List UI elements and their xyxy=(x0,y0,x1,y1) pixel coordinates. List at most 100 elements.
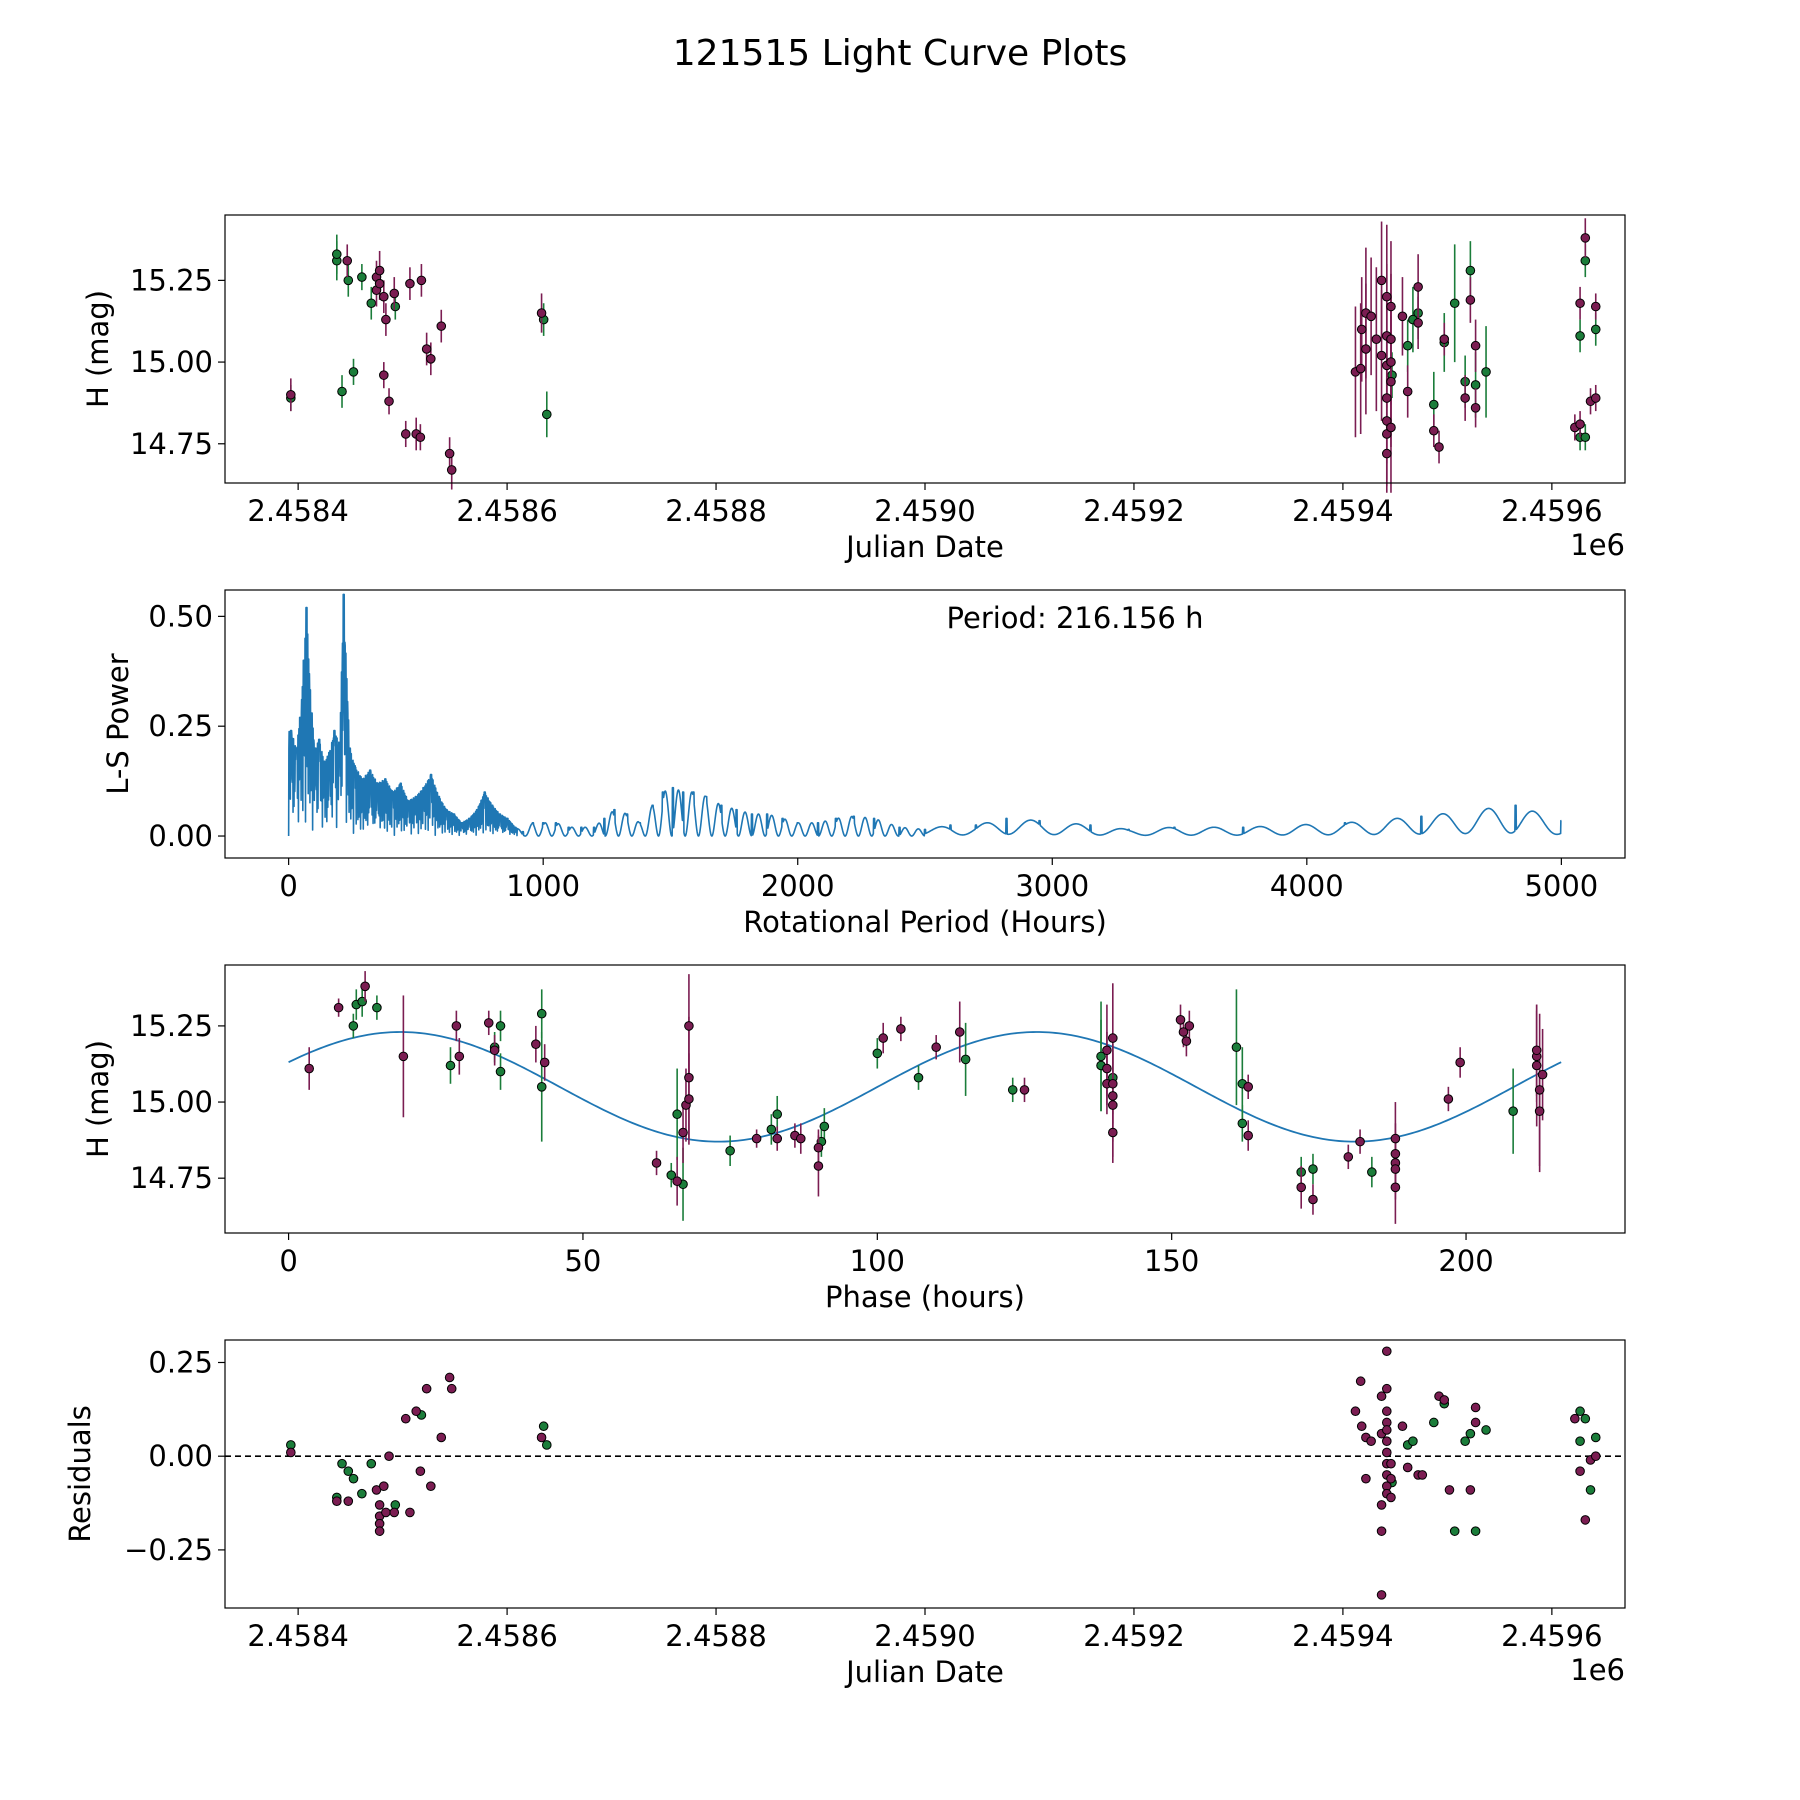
phase-point-purple xyxy=(1534,1106,1545,1116)
y-tick-label: 15.25 xyxy=(130,263,213,297)
residuals-y-label: Residuals xyxy=(63,1405,97,1543)
phase-point-purple xyxy=(672,1176,682,1187)
residuals-point-purple xyxy=(1386,1473,1396,1484)
y-tick-label: 14.75 xyxy=(130,427,213,461)
residuals-point-green xyxy=(343,1466,354,1476)
lightcurve-point-green xyxy=(366,298,377,309)
phase-point-purple xyxy=(360,981,370,992)
phase-point-green xyxy=(1231,1042,1242,1053)
phase-point-purple xyxy=(483,1018,494,1028)
phase-point-purple xyxy=(1390,1182,1401,1193)
phase-plot-area xyxy=(288,971,1562,1224)
residuals-point-purple xyxy=(411,1406,421,1417)
residuals-point-purple xyxy=(1575,1466,1585,1476)
lightcurve-point-purple xyxy=(1371,334,1382,344)
phase-point-purple xyxy=(684,1072,694,1083)
residuals-point-green xyxy=(1585,1485,1596,1495)
lightcurve-point-purple xyxy=(1386,376,1396,387)
lightcurve-point-purple xyxy=(1470,340,1481,351)
residuals-point-purple xyxy=(1402,1462,1413,1473)
periodogram-panel: 0 1000 2000 3000 4000 5000 0.00 0.25 0.50 Period… xyxy=(101,589,1626,939)
residuals-point-purple xyxy=(1386,1458,1396,1469)
phase-point-purple xyxy=(1243,1082,1254,1092)
residuals-point-green xyxy=(366,1458,377,1469)
lightcurve-point-green xyxy=(1575,331,1585,341)
x-tick-label: 2.4586 xyxy=(456,494,557,528)
x-tick-label: 2.4590 xyxy=(874,494,975,528)
phase-point-purple xyxy=(1355,1136,1365,1147)
phase-point-purple xyxy=(489,1045,500,1056)
residuals-point-purple xyxy=(286,1447,296,1458)
phase-axes-frame xyxy=(224,964,1626,1234)
residuals-point-purple xyxy=(536,1432,547,1443)
lightcurve-point-purple xyxy=(444,448,455,459)
residuals-point-purple xyxy=(1381,1406,1392,1417)
x-tick-label: 150 xyxy=(1144,1244,1199,1278)
residuals-point-purple xyxy=(421,1383,432,1394)
lightcurve-point-purple xyxy=(379,370,389,380)
lightcurve-point-purple xyxy=(1460,393,1470,403)
lightcurve-point-purple xyxy=(1386,334,1396,344)
x-tick-label: 0 xyxy=(279,869,297,903)
lightcurve-point-purple xyxy=(1590,393,1601,403)
phase-point-purple xyxy=(1108,1033,1118,1043)
residuals-point-purple xyxy=(1417,1470,1428,1480)
phase-point-green xyxy=(1508,1106,1518,1116)
residuals-point-purple xyxy=(1381,1383,1392,1394)
lightcurve-point-purple xyxy=(1429,425,1439,436)
lightcurve-point-purple xyxy=(1575,298,1585,309)
residuals-point-green xyxy=(1575,1436,1585,1447)
residuals-point-purple xyxy=(1397,1421,1408,1432)
phase-point-purple xyxy=(1296,1182,1306,1193)
lightcurve-point-green xyxy=(343,275,354,286)
phase-point-green xyxy=(1237,1118,1248,1129)
x-tick-label: 3000 xyxy=(1015,869,1089,903)
periodogram-line xyxy=(287,593,1562,837)
phase-point-purple xyxy=(1108,1127,1118,1138)
residuals-point-purple xyxy=(1580,1515,1591,1525)
residuals-point-purple xyxy=(331,1496,342,1506)
lightcurve-point-green xyxy=(1470,380,1481,390)
periodogram-y-label: L-S Power xyxy=(101,653,135,794)
phase-point-green xyxy=(672,1109,682,1120)
x-tick-label: 2.4592 xyxy=(1083,1619,1184,1653)
phase-point-purple xyxy=(931,1042,941,1053)
lightcurve-point-green xyxy=(337,386,347,397)
x-tick-label: 50 xyxy=(564,1244,601,1278)
residuals-point-green xyxy=(541,1440,552,1450)
phase-x-label: Phase (hours) xyxy=(825,1280,1025,1314)
lightcurve-x-label: Julian Date xyxy=(844,530,1004,564)
phase-y-label: H (mag) xyxy=(81,1040,115,1158)
phase-point-purple xyxy=(1537,1069,1548,1080)
lightcurve-point-purple xyxy=(1439,334,1450,344)
lightcurve-point-purple xyxy=(379,291,389,302)
lightcurve-point-purple xyxy=(1381,291,1392,302)
residuals-point-purple xyxy=(1439,1395,1450,1405)
lightcurve-point-purple xyxy=(342,255,353,266)
residuals-point-purple xyxy=(1381,1425,1392,1435)
y-tick-label: −0.25 xyxy=(124,1533,213,1567)
residuals-point-purple xyxy=(1376,1526,1387,1536)
phase-point-green xyxy=(445,1060,456,1071)
phase-point-purple xyxy=(896,1024,906,1034)
lightcurve-point-purple xyxy=(416,275,427,286)
residuals-panel: 2.4584 2.4586 2.4588 2.4590 2.4592 2.4594 2.45… xyxy=(63,1339,1626,1689)
residuals-point-purple xyxy=(415,1466,426,1476)
residuals-point-purple xyxy=(1470,1402,1481,1413)
lightcurve-y-label: H (mag) xyxy=(81,290,115,408)
lightcurve-point-purple xyxy=(446,465,457,475)
phase-point-green xyxy=(766,1124,777,1135)
x-tick-label: 2.4586 xyxy=(456,1619,557,1653)
residuals-point-purple xyxy=(1376,1391,1387,1402)
residuals-point-purple xyxy=(400,1413,411,1424)
x-tick-label: 2.4584 xyxy=(247,1619,348,1653)
periodogram-annotation: Period: 216.156 h xyxy=(947,601,1204,635)
lightcurve-point-green xyxy=(1580,255,1591,266)
residuals-point-green xyxy=(1429,1417,1439,1428)
residuals-point-purple xyxy=(1381,1346,1392,1357)
lightcurve-point-purple xyxy=(1402,386,1413,397)
phase-point-purple xyxy=(795,1133,806,1144)
lightcurve-axes-frame xyxy=(224,214,1626,484)
lightcurve-point-green xyxy=(390,301,401,312)
